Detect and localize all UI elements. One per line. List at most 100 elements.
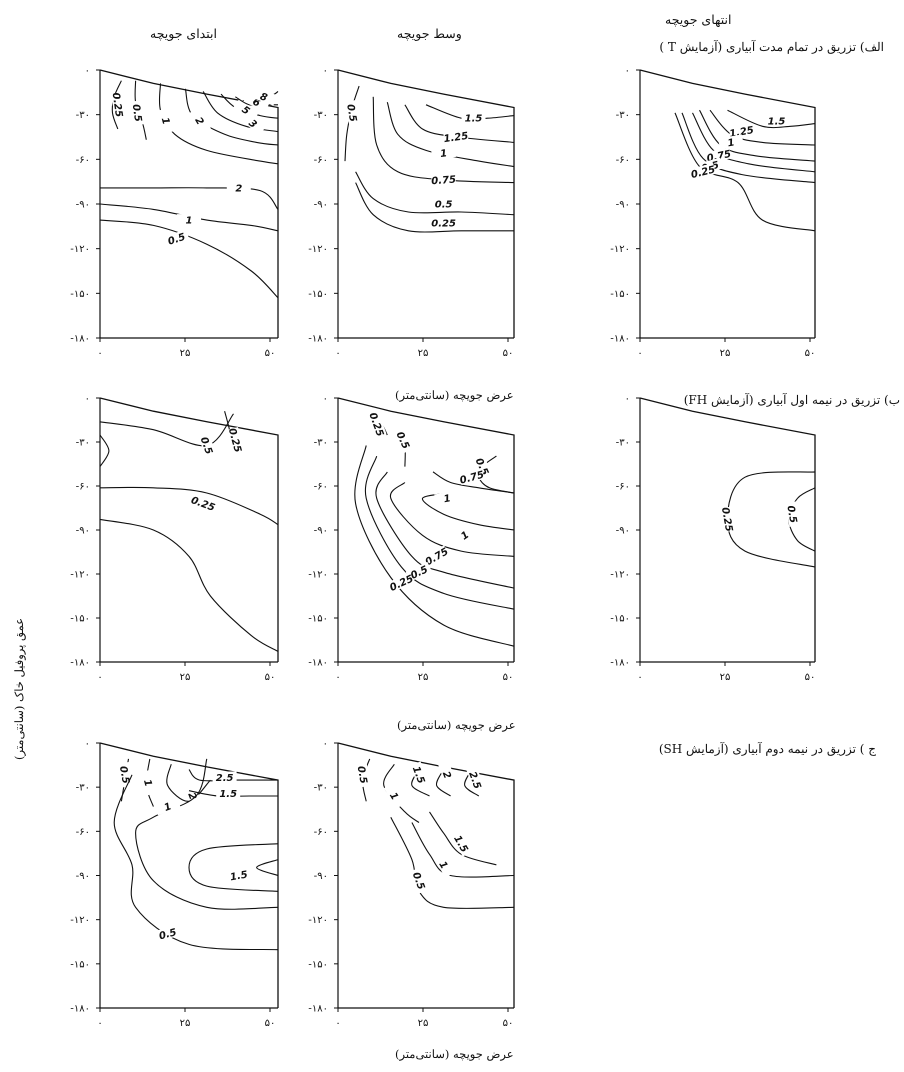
y-tick-label: -۱۵۰ — [70, 614, 90, 625]
y-tick-label: -۱۵۰ — [308, 614, 328, 625]
contour-label-bg — [367, 411, 387, 438]
y-tick-label: ۰ — [625, 66, 630, 77]
y-tick-label: -۳۰ — [76, 438, 90, 449]
contour-label: 1 — [387, 791, 400, 803]
contour-label: 2 — [185, 791, 198, 801]
contour-line — [386, 102, 515, 168]
contour-label: 0.75 — [459, 470, 486, 487]
y-tick-label: -۳۰ — [616, 438, 630, 449]
contour-label-bg — [190, 493, 217, 513]
y-tick-label: -۱۸۰ — [70, 334, 90, 345]
contour-label-bg — [410, 761, 429, 788]
contour-label: 0.25 — [366, 411, 385, 438]
contour-label-bg — [431, 173, 456, 186]
contour-label: 0.5 — [158, 927, 178, 942]
contour-label: 0.5 — [130, 104, 143, 123]
column-title-end: انتهای جویچه — [665, 12, 732, 27]
row-title-T: الف) تزریق در تمام مدت آبیاری (آزمایش T … — [659, 40, 884, 54]
contour-line — [99, 518, 279, 652]
contour-label-bg — [240, 111, 267, 136]
y-tick-label: -۹۰ — [314, 871, 328, 882]
y-tick-label: -۶۰ — [314, 482, 328, 493]
x-tick-label: ۵۰ — [265, 672, 276, 683]
contour-line — [709, 109, 816, 146]
y-tick-label: -۱۸۰ — [308, 334, 328, 345]
contour-label: 2 — [440, 770, 453, 780]
x-tick-label: ۵۰ — [265, 1018, 276, 1029]
contour-line — [375, 471, 515, 589]
contour-label: 1 — [159, 116, 171, 126]
soil-boundary — [639, 397, 816, 662]
y-tick-label: -۱۲۰ — [308, 244, 328, 255]
contour-label: 1 — [163, 801, 173, 814]
contour-line — [429, 811, 497, 866]
soil-boundary — [99, 742, 279, 1008]
contour-label: 1.5 — [229, 870, 248, 884]
contour-line — [404, 104, 515, 143]
contour-label-bg — [785, 501, 801, 527]
x-tick-label: ۵۰ — [805, 348, 816, 359]
x-axis-label-row1: عرض جویچه (سانتی‌متر) — [395, 388, 514, 402]
x-tick-label: ۰ — [637, 672, 642, 683]
contour-label-bg — [163, 229, 190, 248]
contour-label: 0.5 — [198, 436, 214, 456]
contour-label: 1 — [440, 148, 448, 160]
contour-label-bg — [212, 771, 237, 783]
y-tick-label: -۱۵۰ — [70, 289, 90, 300]
contour-label-bg — [197, 432, 217, 459]
contour-label-bg — [393, 426, 414, 454]
contour-line — [111, 80, 122, 130]
y-tick-label: -۱۸۰ — [610, 658, 630, 669]
contour-label-bg — [177, 214, 201, 226]
contour-line — [727, 109, 816, 129]
contour-label-bg — [387, 572, 415, 593]
y-tick-label: ۰ — [323, 394, 328, 405]
contour-label: 1.25 — [443, 131, 469, 145]
contour-line — [389, 482, 515, 557]
contour-label: 0.25 — [690, 164, 717, 181]
contour-label: 0.5 — [435, 200, 453, 211]
x-tick-label: ۰ — [97, 1018, 102, 1029]
contour-label-bg — [154, 924, 181, 942]
y-tick-label: -۱۵۰ — [308, 289, 328, 300]
contour-label: 0.25 — [431, 218, 456, 229]
y-tick-label: -۱۲۰ — [610, 570, 630, 581]
contour-line — [99, 434, 110, 467]
contour-label: 2.5 — [216, 773, 234, 784]
contour-line — [184, 88, 279, 146]
contour-label-bg — [345, 100, 361, 126]
y-tick-label: -۱۵۰ — [610, 289, 630, 300]
y-tick-label: -۹۰ — [314, 200, 328, 211]
contour-label: 0.5 — [117, 765, 131, 784]
y-tick-label: ۰ — [625, 394, 630, 405]
contour-line — [354, 445, 515, 647]
contour-label-bg — [250, 87, 278, 106]
contour-line — [113, 774, 279, 951]
contour-line — [692, 112, 816, 173]
soil-boundary — [99, 69, 279, 338]
y-tick-label: -۱۸۰ — [308, 1004, 328, 1015]
contour-label-bg — [443, 129, 469, 144]
soil-boundary — [337, 69, 515, 338]
column-title-start: ابتدای جویچه — [150, 26, 217, 41]
y-tick-label: ۰ — [85, 66, 90, 77]
contour-label-bg — [216, 787, 241, 799]
y-tick-label: -۱۵۰ — [70, 959, 90, 970]
contour-line — [355, 182, 514, 233]
contour-label: 0.5 — [167, 232, 187, 248]
soil-boundary — [639, 69, 816, 338]
contour-label-bg — [154, 796, 181, 816]
x-tick-label: ۲۵ — [418, 1018, 429, 1029]
contour-label-bg — [438, 761, 457, 788]
y-tick-label: -۱۲۰ — [308, 570, 328, 581]
contour-label-bg — [111, 92, 126, 118]
y-tick-label: -۱۲۰ — [610, 244, 630, 255]
contour-label-bg — [466, 766, 486, 794]
y-tick-label: -۱۲۰ — [70, 570, 90, 581]
contour-label: 0.5 — [784, 505, 798, 524]
contour-label: 0.75 — [431, 175, 456, 188]
contour-line — [188, 843, 279, 892]
contour-label: 0.5 — [410, 871, 426, 891]
contour-label-bg — [431, 145, 457, 160]
